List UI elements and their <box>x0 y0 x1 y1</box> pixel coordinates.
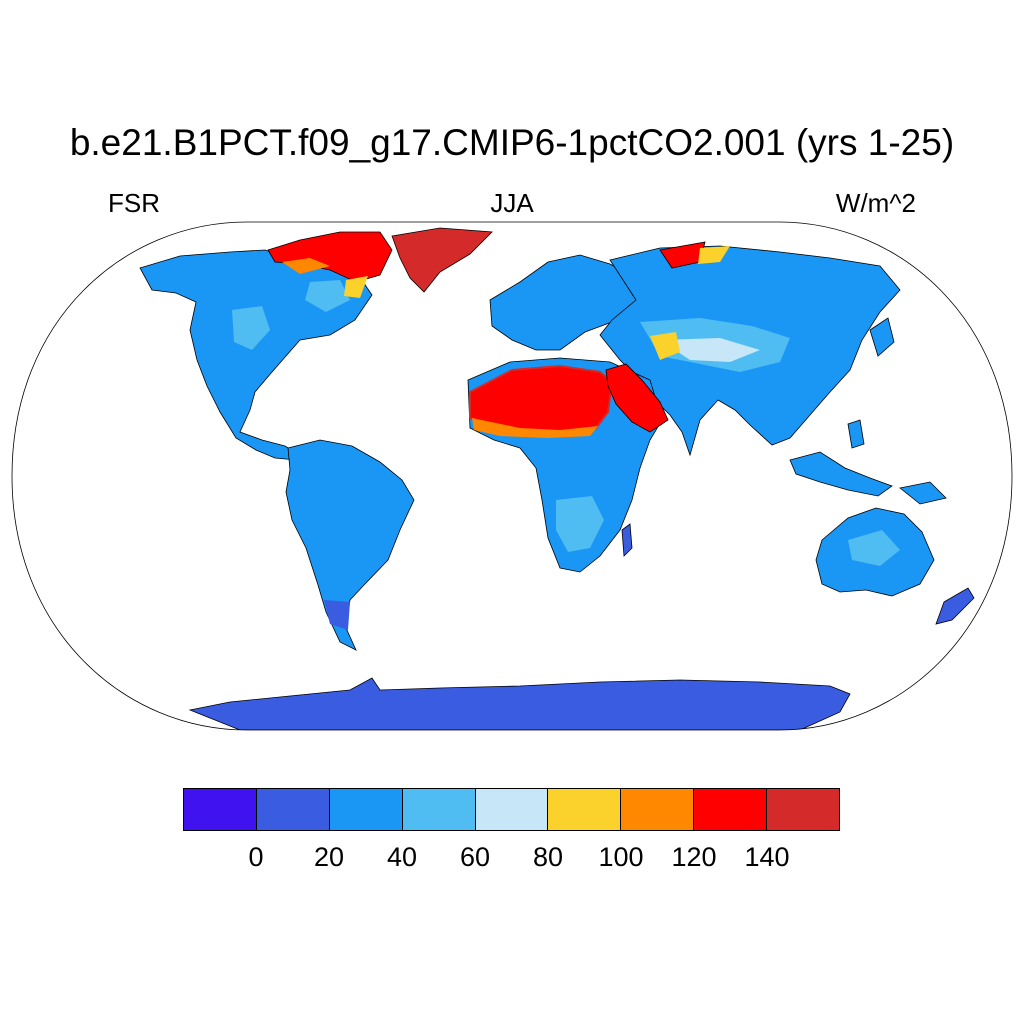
land-new-guinea <box>899 481 947 505</box>
land-tibet-pale <box>660 338 760 362</box>
land-central-asia-yellow <box>650 332 680 360</box>
colorbar-box-7 <box>694 789 768 830</box>
land-south-america <box>285 439 415 651</box>
land-new-zealand <box>935 587 975 625</box>
land-antarctica <box>188 677 851 730</box>
colorbar-box-8 <box>767 789 840 830</box>
colorbar-box-4 <box>475 789 549 830</box>
colorbar-label: 60 <box>459 842 491 872</box>
colorbar-box-5 <box>548 789 622 830</box>
units-label: W/m^2 <box>835 188 916 218</box>
land-sa-darkblue <box>324 600 350 630</box>
colorbar-box-1 <box>256 789 330 830</box>
colorbar-label: 20 <box>313 842 345 872</box>
colorbar-box-6 <box>621 789 695 830</box>
colorbar-label: 80 <box>532 842 564 872</box>
land-arctic-orange <box>282 258 330 274</box>
colorbar-label: 120 <box>671 842 717 872</box>
plot-title: b.e21.B1PCT.f09_g17.CMIP6-1pctCO2.001 (y… <box>69 122 955 163</box>
variable-label: FSR <box>108 188 160 218</box>
land-siberia-yellow <box>698 246 730 264</box>
land-japan <box>869 317 895 357</box>
map-border <box>11 221 1013 731</box>
colorbar-box-3 <box>402 789 476 830</box>
colorbar-box-0 <box>184 789 257 830</box>
land-africa-light <box>556 496 604 552</box>
land-arctic-yellow <box>344 276 368 298</box>
land-philippines <box>847 419 865 449</box>
colorbar-label: 100 <box>598 842 644 872</box>
season-label: JJA <box>490 188 534 218</box>
land-greenland <box>391 227 493 293</box>
land-layer <box>139 227 975 730</box>
land-australia-light <box>848 530 900 566</box>
colorbar <box>183 788 840 831</box>
colorbar-label: 40 <box>386 842 418 872</box>
colorbar-label: 140 <box>744 842 790 872</box>
land-sahara-orange <box>472 418 598 438</box>
land-madagascar <box>621 523 633 557</box>
colorbar-label: 0 <box>248 842 264 872</box>
land-na-light-2 <box>305 280 350 312</box>
land-na-light-1 <box>232 306 270 350</box>
colorbar-box-2 <box>329 789 403 830</box>
land-indonesia <box>789 451 893 497</box>
land-arabia <box>605 363 669 433</box>
